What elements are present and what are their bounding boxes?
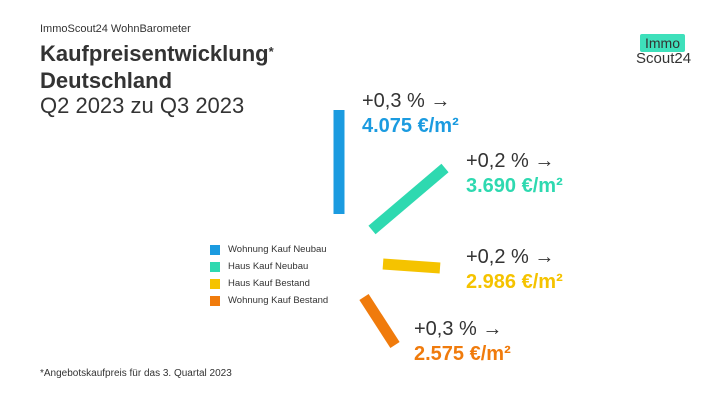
- price-label-wohnung-kauf-neubau: 4.075 €/m²: [362, 115, 459, 137]
- price-label-wohnung-kauf-bestand: 2.575 €/m²: [414, 343, 511, 365]
- footnote: *Angebotskaufpreis für das 3. Quartal 20…: [40, 368, 232, 379]
- bar-haus-kauf-neubau: [368, 163, 449, 235]
- legend-label: Wohnung Kauf Neubau: [228, 244, 327, 255]
- subtitle: Q2 2023 zu Q3 2023: [40, 93, 245, 118]
- chart-legend: Wohnung Kauf Neubau Haus Kauf Neubau Haus …: [210, 241, 328, 309]
- title-line-2: Deutschland: [40, 68, 173, 93]
- legend-label: Haus Kauf Bestand: [228, 278, 310, 289]
- change-label-wohnung-kauf-bestand: +0,3 % →: [414, 318, 502, 340]
- legend-label: Wohnung Kauf Bestand: [228, 295, 329, 306]
- change-label-haus-kauf-bestand: +0,2 % →: [466, 246, 554, 268]
- logo-scout-text: Scout24: [636, 50, 692, 67]
- price-label-haus-kauf-neubau: 3.690 €/m²: [466, 175, 563, 197]
- legend-swatch: [210, 244, 220, 255]
- title-footnote-marker: *: [268, 44, 274, 59]
- kicker-text: ImmoScout24 WohnBarometer: [40, 23, 191, 35]
- legend-item-wohnung-kauf-bestand: Wohnung Kauf Bestand: [210, 292, 328, 309]
- legend-swatch: [210, 295, 220, 306]
- legend-swatch: [210, 261, 220, 272]
- legend-item-haus-kauf-neubau: Haus Kauf Neubau: [210, 258, 328, 275]
- legend-item-haus-kauf-bestand: Haus Kauf Bestand: [210, 275, 328, 292]
- bar-haus-kauf-bestand: [382, 258, 441, 274]
- legend-label: Haus Kauf Neubau: [228, 261, 309, 272]
- immoscout24-logo: Immo Scout24: [636, 32, 692, 68]
- bar-wohnung-kauf-bestand: [359, 294, 400, 348]
- logo-immo-text: Immo: [640, 34, 685, 52]
- legend-item-wohnung-kauf-neubau: Wohnung Kauf Neubau: [210, 241, 328, 258]
- change-label-haus-kauf-neubau: +0,2 % →: [466, 150, 554, 172]
- title-line-1: Kaufpreisentwicklung: [40, 41, 269, 66]
- page-title: Kaufpreisentwicklung* Deutschland: [40, 40, 274, 94]
- legend-swatch: [210, 278, 220, 289]
- change-label-wohnung-kauf-neubau: +0,3 % →: [362, 90, 450, 112]
- price-label-haus-kauf-bestand: 2.986 €/m²: [466, 271, 563, 293]
